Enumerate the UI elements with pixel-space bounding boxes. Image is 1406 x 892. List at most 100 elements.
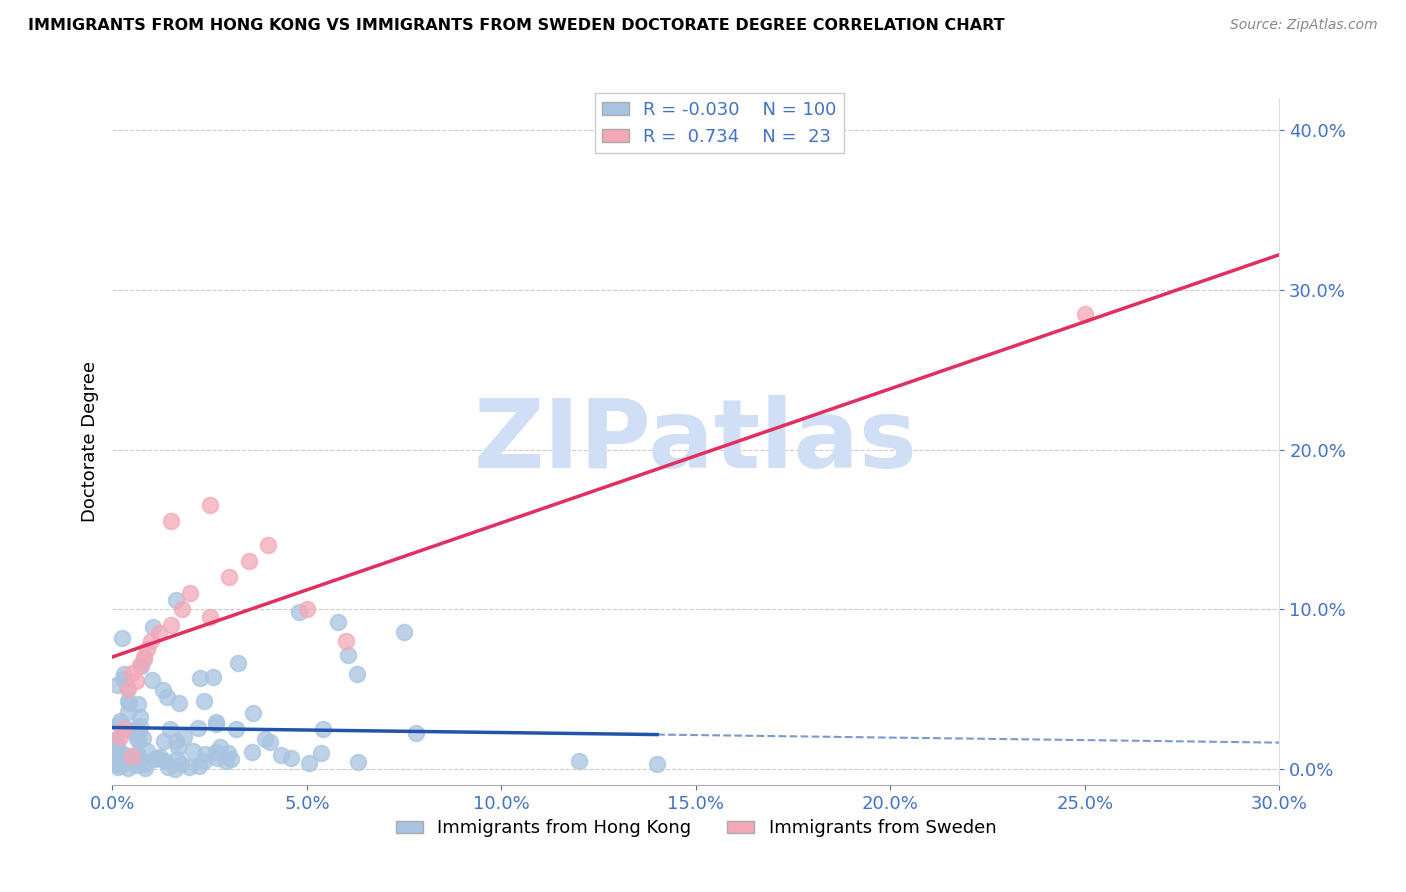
Point [288, 606, 311, 620]
Point [127, 732, 149, 747]
Point [198, 610, 221, 624]
Point [177, 760, 200, 774]
Point [187, 721, 209, 735]
Point [165, 762, 187, 776]
Point [226, 656, 249, 670]
Text: Source: ZipAtlas.com: Source: ZipAtlas.com [1230, 18, 1378, 32]
Point [1074, 307, 1097, 321]
Point [167, 740, 190, 755]
Point [194, 747, 217, 761]
Point [337, 648, 360, 662]
Point [179, 586, 201, 600]
Point [125, 731, 148, 745]
Point [142, 619, 165, 633]
Point [165, 733, 187, 747]
Point [105, 678, 128, 692]
Point [218, 570, 240, 584]
Point [112, 750, 135, 764]
Point [394, 624, 416, 639]
Point [205, 751, 228, 765]
Point [128, 724, 150, 739]
Point [103, 748, 125, 763]
Point [181, 744, 204, 758]
Text: ZIPatlas: ZIPatlas [474, 395, 918, 488]
Point [107, 742, 129, 756]
Point [225, 722, 247, 736]
Point [134, 761, 156, 775]
Point [219, 752, 242, 766]
Point [125, 674, 148, 689]
Point [280, 751, 302, 765]
Point [217, 747, 239, 761]
Point [136, 744, 159, 758]
Point [198, 499, 221, 513]
Point [115, 722, 138, 736]
Point [110, 730, 132, 744]
Point [156, 690, 179, 704]
Point [153, 734, 176, 748]
Point [107, 760, 129, 774]
Point [117, 682, 139, 697]
Point [146, 751, 169, 765]
Point [346, 755, 368, 769]
Point [101, 733, 124, 747]
Point [129, 719, 152, 733]
Point [125, 747, 148, 761]
Point [173, 730, 195, 744]
Point [568, 754, 591, 768]
Point [132, 731, 155, 746]
Point [405, 726, 427, 740]
Point [111, 672, 134, 686]
Point [205, 716, 228, 731]
Text: IMMIGRANTS FROM HONG KONG VS IMMIGRANTS FROM SWEDEN DOCTORATE DEGREE CORRELATION: IMMIGRANTS FROM HONG KONG VS IMMIGRANTS … [28, 18, 1005, 33]
Point [108, 717, 131, 731]
Point [346, 666, 368, 681]
Point [295, 602, 318, 616]
Point [105, 740, 128, 755]
Point [188, 671, 211, 685]
Point [143, 752, 166, 766]
Point [124, 722, 146, 736]
Point [204, 746, 226, 760]
Point [112, 666, 135, 681]
Point [193, 755, 215, 769]
Point [270, 747, 292, 762]
Point [112, 722, 135, 736]
Point [121, 749, 143, 764]
Point [136, 642, 159, 657]
Point [108, 714, 131, 728]
Legend: Immigrants from Hong Kong, Immigrants from Sweden: Immigrants from Hong Kong, Immigrants fr… [388, 813, 1004, 845]
Point [254, 731, 277, 746]
Point [153, 754, 176, 768]
Y-axis label: Doctorate Degree: Doctorate Degree [80, 361, 98, 522]
Point [167, 696, 190, 710]
Point [110, 756, 132, 770]
Point [298, 756, 321, 770]
Point [117, 694, 139, 708]
Point [335, 634, 357, 648]
Point [118, 696, 141, 710]
Point [122, 748, 145, 763]
Point [204, 715, 226, 730]
Point [326, 615, 349, 629]
Point [166, 751, 188, 765]
Point [645, 757, 668, 772]
Point [170, 757, 193, 772]
Point [141, 634, 163, 648]
Point [104, 733, 127, 747]
Point [159, 722, 181, 736]
Point [104, 751, 127, 765]
Point [238, 554, 260, 568]
Point [201, 670, 224, 684]
Point [240, 745, 263, 759]
Point [128, 750, 150, 764]
Point [129, 658, 152, 673]
Point [110, 758, 132, 772]
Point [132, 650, 155, 665]
Point [110, 631, 132, 645]
Point [187, 759, 209, 773]
Point [115, 680, 138, 694]
Point [134, 757, 156, 772]
Point [242, 706, 264, 720]
Point [115, 748, 138, 763]
